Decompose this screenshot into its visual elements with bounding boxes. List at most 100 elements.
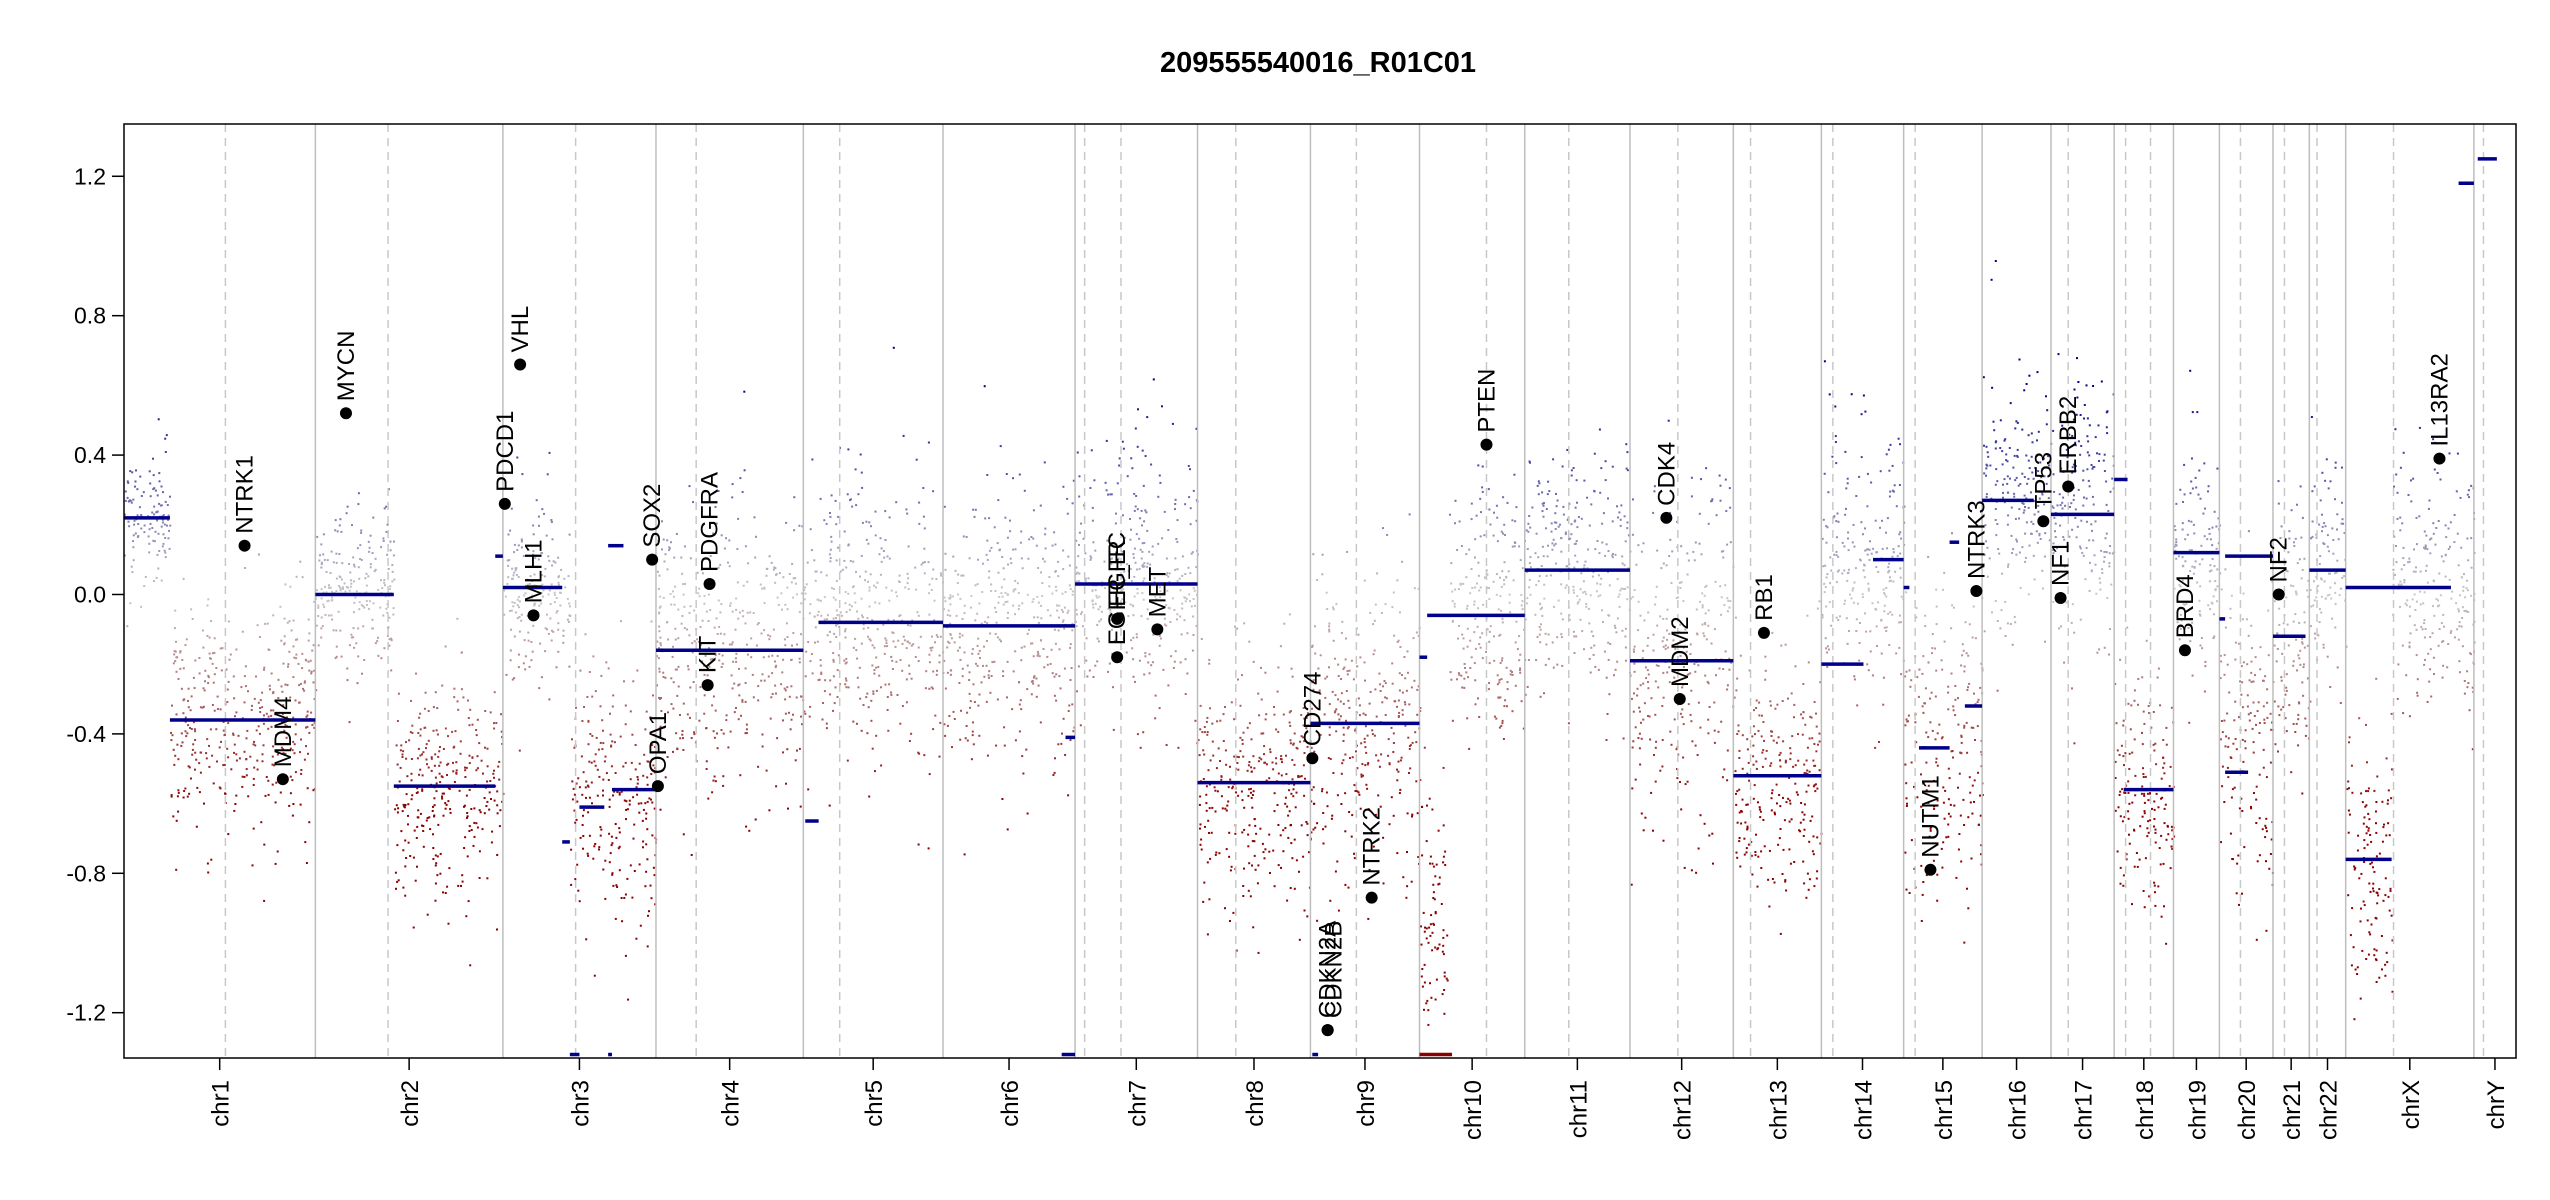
probe-point [439,872,442,875]
probe-point [1277,824,1280,826]
probe-point [235,759,238,762]
probe-point [563,577,566,580]
probe-point [1000,586,1003,589]
probe-point [1624,646,1627,649]
probe-point [235,711,238,714]
probe-point [575,818,578,821]
probe-point [658,574,661,577]
probe-point [1184,596,1187,599]
probe-point [648,797,651,800]
probe-point [1365,783,1368,786]
probe-point [1963,724,1966,727]
probe-point [153,540,156,543]
probe-point [715,617,718,620]
probe-point [1305,717,1308,719]
probe-point [514,569,517,572]
probe-point [1618,593,1621,596]
probe-point [1541,606,1543,609]
probe-point [958,682,961,684]
probe-point [1383,680,1386,682]
probe-point [1721,776,1724,779]
probe-point [1825,541,1828,544]
probe-point [1738,840,1741,843]
probe-point [966,664,969,667]
probe-point [213,651,216,654]
probe-point [629,864,632,867]
probe-point [134,480,137,483]
probe-point [416,816,419,819]
probe-point [1312,679,1315,682]
probe-point [1560,633,1563,636]
probe-point [698,652,701,655]
probe-point [1078,531,1081,534]
probe-point [300,769,303,771]
probe-point [1815,725,1818,728]
probe-point [1683,866,1686,869]
probe-point [1965,721,1968,724]
probe-point [854,601,857,604]
probe-point [1561,618,1564,621]
probe-point [944,687,947,690]
probe-point [692,681,695,684]
probe-point [887,618,890,621]
probe-point [1328,622,1331,625]
probe-point [1054,570,1057,573]
probe-point [340,530,343,533]
probe-point [303,689,306,692]
probe-point [1559,523,1561,526]
probe-point [826,614,829,617]
probe-point [1778,754,1781,756]
probe-point [861,614,863,617]
probe-point [1905,670,1908,673]
probe-point [1339,715,1342,718]
probe-point [1446,934,1449,937]
probe-point [636,793,639,796]
probe-point [1432,897,1435,899]
probe-point [1674,680,1677,683]
probe-point [222,764,225,767]
probe-point [430,756,433,759]
probe-point [721,654,724,657]
probe-point [1560,636,1563,639]
probe-point [1537,480,1540,483]
probe-point [927,441,930,444]
probe-point [1348,706,1351,709]
probe-point [1614,668,1617,671]
probe-point [624,893,627,896]
probe-point [816,598,819,601]
probe-point [925,670,928,673]
probe-point [346,667,349,670]
probe-point [410,779,413,782]
probe-point [213,709,216,712]
probe-point [1220,795,1223,798]
probe-point [1899,576,1902,579]
probe-point [1253,818,1256,821]
probe-point [492,772,495,775]
probe-point [1229,778,1232,781]
probe-point [1317,667,1320,670]
probe-point [1071,629,1074,632]
probe-point [557,622,560,625]
probe-point [176,656,179,659]
probe-point [923,754,926,757]
probe-point [1135,495,1138,497]
probe-point [1432,883,1435,886]
probe-point [478,809,481,812]
probe-point [1408,747,1411,750]
probe-point [1660,567,1663,570]
probe-point [462,696,465,699]
probe-point [1225,763,1228,766]
probe-point [1293,763,1296,766]
probe-point [1954,714,1957,717]
probe-point [1422,911,1425,914]
probe-point [618,869,621,872]
probe-point [1388,762,1391,765]
probe-point [843,659,846,662]
probe-point [1485,569,1488,572]
probe-point [1214,789,1217,792]
probe-point [1289,742,1292,745]
probe-point [642,840,645,843]
probe-point [140,527,143,530]
probe-point [1605,543,1608,546]
probe-point [888,557,891,560]
